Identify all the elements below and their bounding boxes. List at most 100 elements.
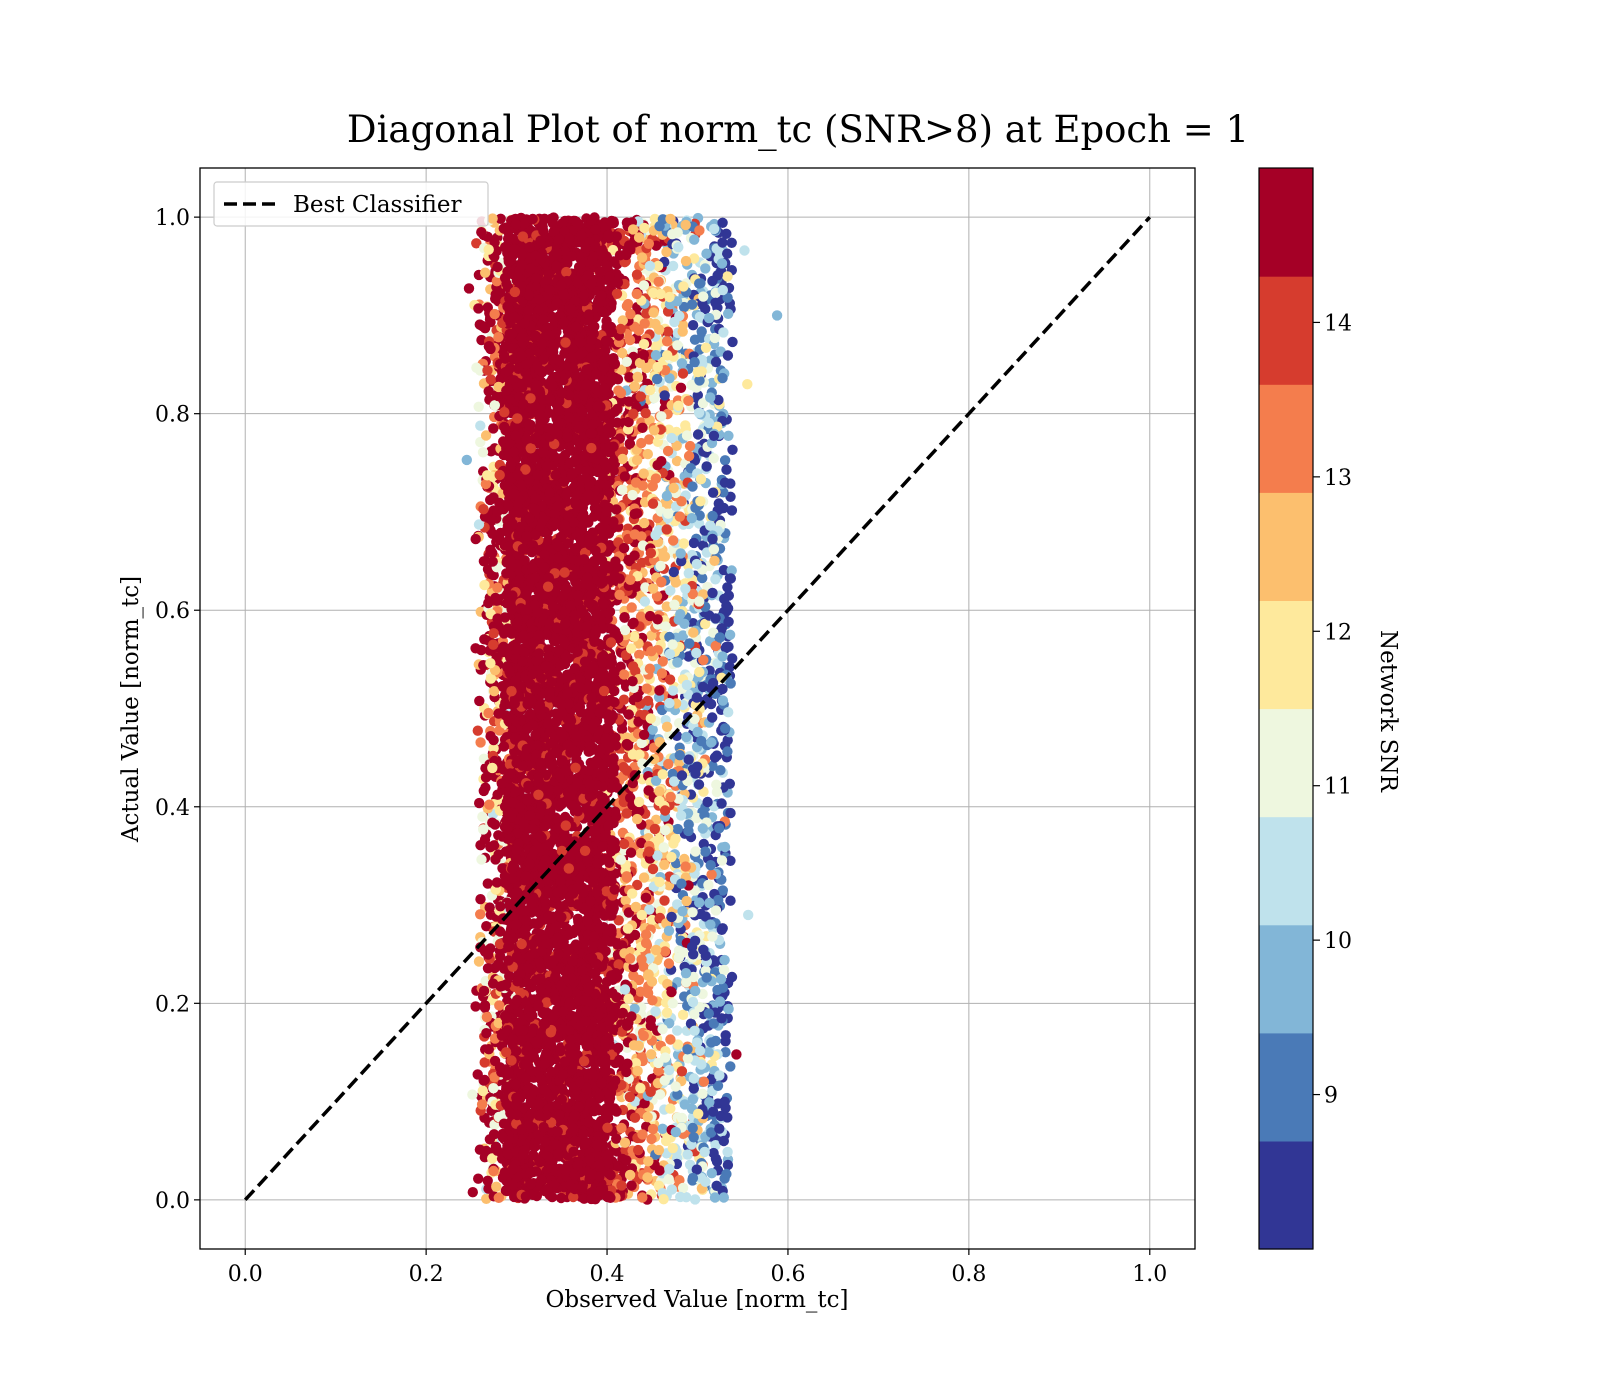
scatter-point bbox=[717, 284, 728, 296]
scatter-point bbox=[674, 750, 685, 761]
scatter-point bbox=[689, 1194, 701, 1205]
scatter-point bbox=[637, 1129, 648, 1140]
scatter-point bbox=[617, 453, 628, 465]
scatter-point bbox=[652, 614, 663, 625]
scatter-point bbox=[711, 779, 722, 790]
scatter-point bbox=[675, 1191, 686, 1203]
scatter-point bbox=[716, 798, 727, 809]
scatter-point bbox=[717, 651, 728, 662]
scatter-point bbox=[720, 723, 731, 734]
scatter-point bbox=[686, 513, 697, 524]
scatter-point bbox=[656, 456, 667, 467]
scatter-point bbox=[694, 278, 705, 289]
scatter-point bbox=[723, 616, 734, 627]
scatter-point bbox=[707, 931, 718, 942]
scatter-point bbox=[661, 1007, 673, 1018]
scatter-point bbox=[720, 1047, 731, 1058]
scatter-point bbox=[714, 1123, 725, 1134]
scatter-point bbox=[722, 271, 733, 282]
scatter-point bbox=[637, 422, 648, 433]
scatter-point bbox=[714, 632, 726, 643]
scatter-point bbox=[472, 725, 483, 736]
scatter-point bbox=[705, 919, 716, 930]
scatter-point bbox=[718, 487, 729, 498]
scatter-point bbox=[678, 538, 689, 549]
scatter-point bbox=[708, 1106, 719, 1117]
scatter-point bbox=[644, 434, 655, 445]
scatter-point bbox=[695, 496, 706, 507]
scatter-point bbox=[722, 1159, 734, 1171]
scatter-point bbox=[480, 267, 491, 278]
scatter-point bbox=[470, 533, 481, 545]
scatter-point bbox=[700, 342, 712, 353]
scatter-point bbox=[683, 450, 695, 462]
scatter-point bbox=[476, 1099, 488, 1110]
scatter-point bbox=[671, 455, 683, 467]
scatter-point bbox=[656, 576, 667, 587]
scatter-point bbox=[631, 454, 643, 466]
scatter-point bbox=[676, 878, 687, 889]
scatter-point bbox=[723, 707, 734, 718]
scatter-point bbox=[710, 356, 722, 368]
scatter-point bbox=[654, 786, 665, 797]
scatter-point bbox=[688, 627, 699, 638]
scatter-point bbox=[618, 838, 630, 850]
scatter-point bbox=[709, 555, 720, 566]
scatter-point bbox=[617, 1007, 628, 1019]
scatter-point bbox=[624, 1169, 636, 1181]
scatter-point bbox=[474, 1144, 486, 1155]
scatter-point bbox=[463, 283, 475, 294]
scatter-point bbox=[647, 498, 659, 509]
scatter-point bbox=[719, 477, 731, 488]
scatter-point bbox=[651, 373, 663, 385]
scatter-point bbox=[474, 797, 485, 809]
scatter-point bbox=[702, 796, 713, 808]
scatter-point bbox=[636, 954, 647, 965]
scatter-point bbox=[478, 985, 490, 997]
scatter-point bbox=[688, 1073, 700, 1084]
scatter-point bbox=[619, 624, 631, 636]
scatter-point bbox=[642, 448, 653, 460]
scatter-point bbox=[707, 487, 719, 498]
scatter-point bbox=[664, 674, 676, 685]
scatter-point bbox=[675, 810, 687, 821]
scatter-point bbox=[646, 630, 657, 641]
scatter-point bbox=[678, 281, 689, 292]
scatter-point bbox=[715, 765, 726, 776]
scatter-point bbox=[689, 253, 700, 264]
scatter-point bbox=[488, 423, 499, 434]
scatter-point bbox=[709, 332, 721, 344]
scatter-point bbox=[659, 805, 671, 816]
scatter-point bbox=[647, 863, 659, 875]
scatter-point bbox=[646, 1133, 657, 1145]
scatter-point bbox=[722, 746, 733, 757]
scatter-point bbox=[724, 778, 735, 789]
scatter-point bbox=[483, 597, 494, 609]
scatter-point bbox=[658, 1194, 669, 1205]
scatter-point bbox=[697, 681, 709, 693]
scatter-point bbox=[688, 1132, 699, 1143]
scatter-point bbox=[475, 737, 486, 748]
scatter-point bbox=[701, 461, 712, 472]
scatter-point bbox=[638, 1030, 649, 1042]
scatter-point bbox=[665, 213, 676, 225]
scatter-point bbox=[656, 411, 667, 422]
scatter-point bbox=[479, 1002, 491, 1013]
scatter-point bbox=[687, 996, 699, 1008]
scatter-point bbox=[687, 1122, 698, 1134]
scatter-point bbox=[691, 558, 702, 570]
scatter-point bbox=[642, 695, 654, 706]
scatter-point bbox=[659, 895, 670, 906]
scatter-point bbox=[696, 735, 707, 747]
scatter-point bbox=[664, 1163, 675, 1175]
scatter-point bbox=[624, 1091, 636, 1103]
scatter-point bbox=[718, 327, 729, 338]
scatter-point bbox=[650, 350, 662, 361]
scatter-point bbox=[639, 222, 650, 234]
scatter-point bbox=[687, 320, 699, 331]
scatter-point bbox=[646, 1049, 657, 1060]
scatter-point bbox=[661, 336, 673, 347]
scatter-point bbox=[693, 518, 705, 529]
scatter-point bbox=[657, 1023, 668, 1035]
scatter-point bbox=[638, 349, 650, 360]
